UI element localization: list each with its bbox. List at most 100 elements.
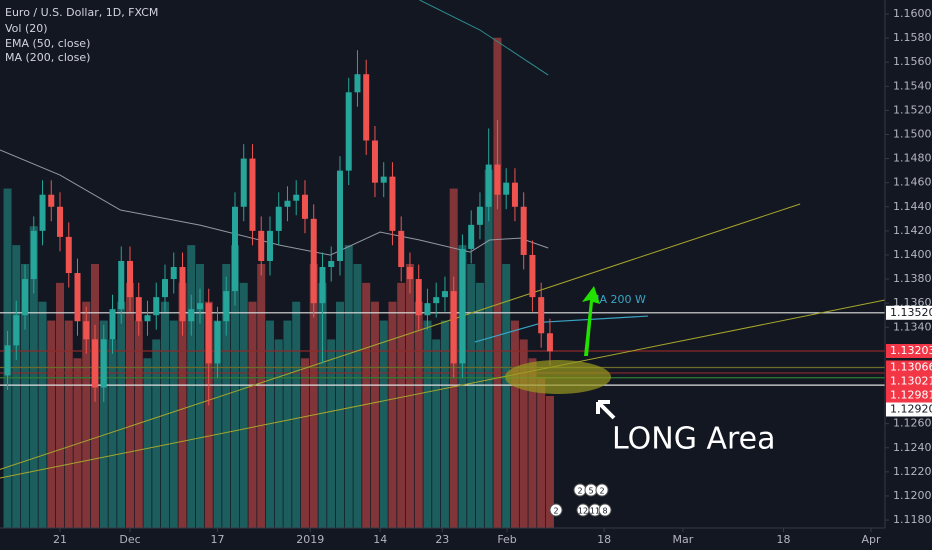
white-arrow [596,400,616,420]
y-tick-label: 1.15800 [893,31,932,44]
candle-body [433,297,440,304]
candle-body [319,267,326,304]
candle-body [310,218,317,304]
event-label: 2 [553,507,558,516]
candle-body [74,273,81,322]
y-tick-label: 1.14000 [893,248,932,261]
volume-bar [493,37,502,528]
volume-bar [423,320,432,528]
y-tick-label: 1.15200 [893,103,932,116]
candle-body [398,230,405,268]
candle-body [188,309,195,322]
candle-body [371,140,378,183]
legend-title: Euro / U.S. Dollar, 1D, FXCM [5,6,158,19]
volume-bar [29,226,38,529]
volume-layer [3,37,554,529]
volume-bar [222,264,231,528]
volume-bar [300,358,309,528]
candle-body [363,74,370,141]
candle-body [223,291,230,322]
volume-bar [545,396,554,528]
candle-body [336,170,343,261]
x-tick-label: 21 [53,533,67,546]
candle-body [118,260,125,310]
candle-body [424,303,431,316]
price-level-box [886,374,932,389]
x-tick-label: Apr [861,533,881,546]
candle-body [354,74,361,93]
volume-bar [239,282,248,528]
legend: Euro / U.S. Dollar, 1D, FXCM Vol (20) EM… [5,6,158,64]
price-axis [885,0,932,550]
candle-body [179,267,186,322]
x-tick-label: 17 [210,533,224,546]
y-tick-label: 1.15400 [893,79,932,92]
candle-body [39,194,46,231]
candle-body [389,176,396,231]
candle-body [240,158,247,207]
price-level-box [886,360,932,375]
volume-bar [204,301,213,528]
volume-bar [432,339,441,528]
x-tick-label: Dec [119,533,140,546]
candle-layer [4,50,553,406]
volume-bar [519,339,528,528]
volume-bar [475,282,484,528]
candle-body [144,315,151,322]
x-tick-label: 18 [777,533,791,546]
candle-body [109,309,116,340]
volume-bar [99,320,108,528]
volume-bar [213,320,222,528]
y-tick-label: 1.13400 [893,320,932,333]
volume-bar [388,301,397,528]
volume-bar [528,358,537,528]
candle-body [100,339,107,388]
y-tick-label: 1.11800 [893,513,932,526]
indicator-line [419,0,549,76]
candle-body [30,230,37,280]
y-tick-label: 1.14800 [893,152,932,165]
candle-body [214,321,221,364]
volume-bar [178,282,187,528]
price-level-label: 1.13520 [890,306,932,319]
event-label: 12 [578,507,588,516]
event-label: 5 [588,487,593,496]
ma-weekly-label: MA 200 W [590,293,646,306]
candle-body [170,267,177,280]
candle-body [459,248,466,364]
x-tick-label: Mar [673,533,694,546]
y-tick-label: 1.12200 [893,465,932,478]
candle-body [83,321,90,340]
annotation: LONG Area [612,422,776,457]
volume-bar [195,264,204,528]
y-tick-label: 1.12600 [893,417,932,430]
volume-bar [73,358,82,528]
candle-body [22,279,29,316]
candle-body [494,164,501,195]
volume-bar [248,301,257,528]
volume-bar [537,377,546,528]
volume-bar [397,282,406,528]
volume-bar [257,264,266,528]
price-level-label: 1.13203 [890,344,932,357]
y-tick-label: 1.15600 [893,55,932,68]
x-tick-label: 23 [435,533,449,546]
volume-bar [64,320,73,528]
trendline [0,299,886,479]
candle-body [468,224,475,249]
legend-ema: EMA (50, close) [5,37,90,50]
y-tick-label: 1.14400 [893,200,932,213]
candle-body [161,279,168,298]
event-marker [598,503,612,517]
event-label: 11 [590,507,600,516]
candle-body [153,297,160,316]
candle-body [92,339,99,388]
volume-bar [327,339,336,528]
ma-weekly-line [474,315,648,343]
candle-body [266,230,273,261]
event-label: 2 [599,487,604,496]
volume-bar [126,282,135,528]
candle-body [135,297,142,322]
